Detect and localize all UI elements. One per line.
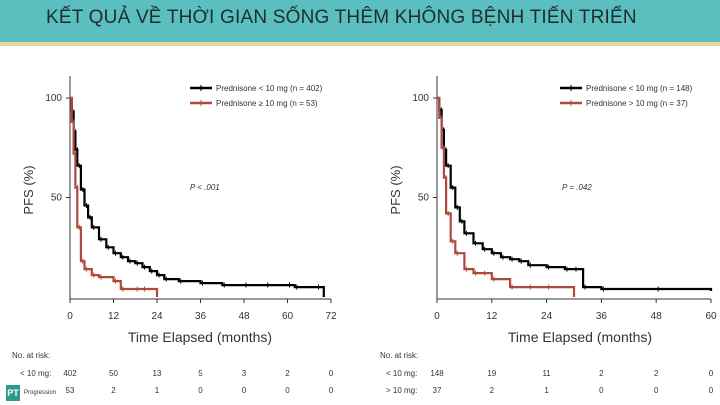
risk-count: 148 (430, 369, 444, 378)
risk-row-label: < 10 mg: (386, 369, 417, 378)
risk-count: 0 (709, 386, 714, 395)
risk-count: 13 (153, 369, 162, 378)
risk-count: 0 (599, 386, 604, 395)
risk-count: 3 (242, 369, 247, 378)
x-tick-label: 0 (67, 311, 73, 322)
risk-table-label: No. at risk: (12, 351, 50, 360)
risk-count: 5 (198, 369, 203, 378)
risk-count: 402 (63, 369, 77, 378)
x-axis-label: Time Elapsed (months) (508, 329, 652, 345)
risk-count: 11 (542, 369, 551, 378)
km-curve-low-dose (437, 96, 713, 291)
risk-count: 37 (433, 386, 442, 395)
km-curve-low-dose (70, 96, 325, 297)
y-tick-label: 100 (45, 93, 62, 104)
x-tick-label: 12 (486, 311, 498, 322)
x-tick-label: 48 (651, 311, 663, 322)
risk-count: 1 (544, 386, 549, 395)
p-value: P = .042 (562, 183, 592, 192)
km-curve-high-dose (437, 96, 576, 297)
risk-count: 19 (487, 369, 496, 378)
y-tick-label: 50 (51, 193, 63, 204)
risk-count: 2 (111, 386, 116, 395)
risk-count: 0 (329, 369, 334, 378)
legend-label: Prednisone < 10 mg (n = 148) (586, 84, 693, 93)
risk-count: 53 (66, 386, 75, 395)
y-axis-label: PFS (%) (388, 165, 403, 214)
risk-count: 0 (242, 386, 247, 395)
legend-label: Prednisone ≥ 10 mg (n = 53) (216, 99, 318, 108)
brand-logo-text: Progression (24, 390, 57, 396)
legend-label: Prednisone > 10 mg (n = 37) (586, 99, 688, 108)
x-tick-label: 60 (282, 311, 294, 322)
risk-count: 2 (654, 369, 659, 378)
km-curve-high-dose (70, 96, 159, 297)
x-tick-label: 0 (434, 311, 440, 322)
brand-logo: PT (6, 385, 20, 401)
title-bar-accent (0, 42, 720, 46)
x-tick-label: 48 (238, 311, 250, 322)
risk-row-label: > 10 mg: (386, 386, 417, 395)
risk-count: 2 (285, 369, 290, 378)
risk-row-label: < 10 mg: (20, 369, 51, 378)
risk-count: 0 (709, 369, 714, 378)
x-axis-label: Time Elapsed (months) (128, 329, 272, 345)
x-tick-label: 24 (541, 311, 553, 322)
p-value: P < .001 (190, 183, 220, 192)
x-tick-label: 36 (596, 311, 608, 322)
risk-count: 0 (329, 386, 334, 395)
slide-title: KẾT QUẢ VỀ THỜI GIAN SỐNG THÊM KHÔNG BỆN… (46, 7, 637, 28)
risk-count: 2 (490, 386, 495, 395)
x-tick-label: 24 (151, 311, 163, 322)
title-bar (0, 0, 720, 42)
risk-count: 2 (599, 369, 604, 378)
risk-count: 50 (109, 369, 118, 378)
legend-label: Prednisone < 10 mg (n = 402) (216, 84, 323, 93)
x-tick-label: 72 (325, 311, 337, 322)
risk-count: 1 (155, 386, 160, 395)
y-tick-label: 100 (412, 93, 429, 104)
risk-count: 0 (198, 386, 203, 395)
x-tick-label: 60 (705, 311, 717, 322)
risk-table-label: No. at risk: (380, 351, 418, 360)
risk-count: 0 (654, 386, 659, 395)
x-tick-label: 36 (195, 311, 207, 322)
y-tick-label: 50 (418, 193, 430, 204)
x-tick-label: 12 (108, 311, 120, 322)
y-axis-label: PFS (%) (21, 165, 36, 214)
risk-count: 0 (285, 386, 290, 395)
